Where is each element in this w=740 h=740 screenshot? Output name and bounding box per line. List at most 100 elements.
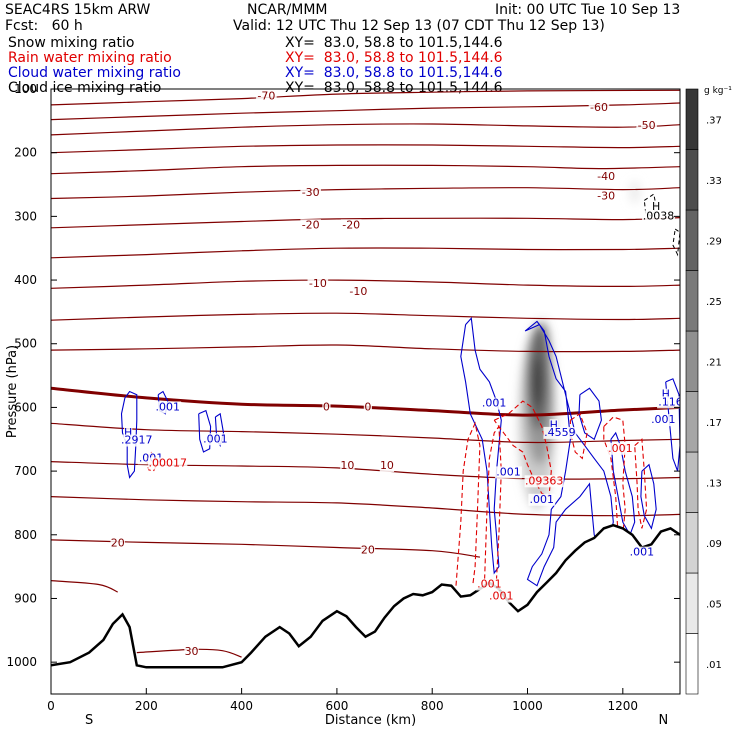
contour-label-0: -70 bbox=[257, 90, 275, 103]
rain-water-contour-6 bbox=[634, 438, 648, 529]
contour-label-bg-28 bbox=[495, 466, 522, 479]
isotherm-17 bbox=[136, 648, 242, 658]
isotherm-layer bbox=[51, 89, 680, 658]
contour-label-19: H bbox=[124, 426, 132, 439]
colorbar-label-4: .17 bbox=[706, 418, 722, 429]
contour-label-bg-36 bbox=[475, 578, 503, 591]
isotherm-10 bbox=[51, 344, 680, 353]
contour-label-34: .001 bbox=[651, 413, 676, 426]
colorbar-swatch-1 bbox=[685, 572, 699, 634]
cloud-water-contour-2 bbox=[198, 409, 212, 453]
xtick-label-1: 200 bbox=[135, 699, 158, 713]
isotherm-4 bbox=[51, 164, 680, 175]
ytick-label-2: 300 bbox=[14, 209, 37, 223]
contour-label-21: .001 bbox=[155, 400, 180, 413]
colorbar-label-7: .29 bbox=[706, 236, 722, 247]
isotherm-6 bbox=[51, 217, 680, 229]
cloud-ice-contour-1 bbox=[672, 228, 680, 257]
contour-label-bg-26 bbox=[549, 419, 558, 432]
xtick-label-0: 0 bbox=[47, 699, 55, 713]
colorbar-swatch-7 bbox=[685, 209, 699, 271]
field-rain-xy: XY= 83.0, 58.8 to 101.5,144.6 bbox=[285, 50, 503, 66]
contour-label-bg-1 bbox=[588, 102, 610, 115]
isotherm-9 bbox=[51, 312, 680, 321]
contour-label-3: -40 bbox=[597, 170, 615, 183]
contour-label-bg-21 bbox=[154, 401, 182, 414]
contour-label-bg-4 bbox=[300, 186, 322, 199]
ytick-label-8: 900 bbox=[14, 591, 37, 605]
contour-label-20: .2917 bbox=[121, 434, 153, 447]
colorbar-unit: g kg⁻¹ bbox=[704, 86, 732, 96]
contour-label-bg-27 bbox=[543, 426, 577, 439]
snow-shading-layer bbox=[518, 180, 640, 510]
contour-label-bg-31 bbox=[607, 442, 634, 455]
contour-label-bg-35 bbox=[628, 546, 656, 559]
isotherm-8 bbox=[51, 279, 680, 289]
contour-label-bg-17 bbox=[652, 200, 661, 213]
ytick-label-5: 600 bbox=[14, 400, 37, 414]
contour-label-bg-6 bbox=[300, 219, 322, 232]
contour-label-25: .001 bbox=[482, 397, 507, 410]
colorbar-swatch-6 bbox=[685, 270, 699, 332]
cloud-water-contour-4 bbox=[460, 317, 502, 575]
field-cloud-ice-name: Cloud ice mixing ratio bbox=[8, 80, 162, 96]
isotherm-1 bbox=[51, 102, 680, 121]
colorbar-label-3: .13 bbox=[706, 478, 722, 489]
south-end-label: S bbox=[85, 713, 93, 728]
colorbar-label-0: .01 bbox=[706, 660, 722, 671]
colorbar-swatch-0 bbox=[685, 633, 699, 695]
ytick-label-7: 800 bbox=[14, 528, 37, 542]
contour-label-32: H bbox=[662, 388, 670, 401]
contour-label-bg-22 bbox=[201, 433, 229, 446]
ytick-label-4: 500 bbox=[14, 337, 37, 351]
contour-label-36: .001 bbox=[477, 577, 502, 590]
snow-blob-5 bbox=[629, 180, 640, 204]
xtick-label-2: 400 bbox=[230, 699, 253, 713]
contour-label-26: H bbox=[550, 418, 558, 431]
contour-label-33: .116 bbox=[658, 395, 683, 408]
contour-label-16: 30 bbox=[185, 645, 199, 658]
contour-label-4: -30 bbox=[302, 186, 320, 199]
contour-label-bg-0 bbox=[256, 90, 277, 103]
field-cloud-water-name: Cloud water mixing ratio bbox=[8, 65, 181, 81]
contour-label-bg-13 bbox=[379, 460, 395, 473]
contour-label-bg-8 bbox=[307, 277, 329, 290]
xtick-label-4: 800 bbox=[421, 699, 444, 713]
contour-label-bg-12 bbox=[340, 460, 355, 473]
contour-label-bg-25 bbox=[480, 397, 508, 410]
contour-label-6: -20 bbox=[302, 218, 320, 231]
field-rain-name: Rain water mixing ratio bbox=[8, 50, 172, 66]
colorbar-swatch-2 bbox=[685, 512, 699, 574]
init-time: Init: 00 UTC Tue 10 Sep 13 bbox=[495, 2, 681, 18]
colorbar-label-2: .09 bbox=[706, 539, 722, 550]
ytick-label-9: 1000 bbox=[6, 655, 37, 669]
rain-water-contour-1 bbox=[455, 421, 481, 586]
terrain-fill bbox=[51, 525, 680, 694]
isotherm-16 bbox=[51, 580, 118, 593]
contour-label-10: 0 bbox=[323, 400, 330, 413]
cloud-water-contour-6 bbox=[578, 387, 602, 441]
contour-label-9: -10 bbox=[349, 285, 367, 298]
contour-label-11: 0 bbox=[364, 400, 371, 413]
contour-label-12: 10 bbox=[340, 459, 354, 472]
contour-label-bg-30 bbox=[528, 493, 556, 506]
isotherm-3 bbox=[51, 144, 680, 154]
field-cloud-water-xy: XY= 83.0, 58.8 to 101.5,144.6 bbox=[285, 65, 503, 81]
contour-label-13: 10 bbox=[380, 459, 394, 472]
colorbar-swatch-9 bbox=[685, 88, 699, 150]
contour-label-bg-15 bbox=[360, 544, 376, 557]
plot-frame bbox=[50, 88, 681, 695]
contour-label-24: .00017 bbox=[148, 456, 187, 469]
colorbar-label-5: .21 bbox=[706, 357, 722, 368]
contour-label-bg-18 bbox=[642, 210, 676, 223]
contour-label-bg-24 bbox=[148, 457, 188, 470]
cloud-water-contour-8 bbox=[640, 463, 657, 530]
y-axis-label: Pressure (hPa) bbox=[5, 345, 20, 438]
isotherm-0 bbox=[51, 89, 680, 106]
snow-shading-group bbox=[518, 180, 640, 510]
contour-label-bg-34 bbox=[649, 414, 677, 427]
rain-water-contour-4 bbox=[569, 412, 588, 460]
contour-label-5: -30 bbox=[597, 190, 615, 203]
